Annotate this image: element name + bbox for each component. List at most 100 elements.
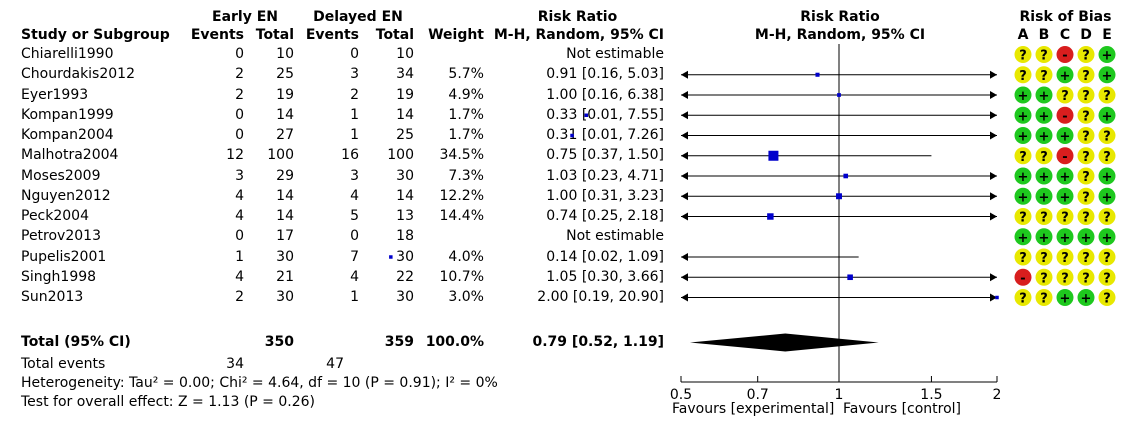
- total1-cell: 14: [276, 106, 294, 123]
- rob-unclear-symbol: ?: [1082, 130, 1090, 145]
- rob-low-circle: [1077, 228, 1095, 246]
- events1-cell: 2: [235, 289, 244, 305]
- rob-low-circle: [1014, 86, 1032, 104]
- rr-method: M-H, Random, 95% CI: [493, 27, 664, 43]
- rob-unclear-symbol: ?: [1040, 211, 1048, 226]
- events1-cell: 1: [235, 248, 244, 265]
- rob-unclear-symbol: ?: [1019, 69, 1027, 84]
- rob-low-symbol: +: [1081, 231, 1092, 246]
- rob-unclear-circle: [1035, 147, 1053, 165]
- axis-right-label: Favours [control]: [843, 401, 962, 417]
- rob-unclear-symbol: ?: [1103, 130, 1111, 145]
- x-tick-label: 1: [835, 387, 844, 403]
- total2-cell: 100: [387, 147, 414, 164]
- events2-header: Events: [305, 27, 359, 43]
- rob-low-symbol: +: [1081, 292, 1092, 307]
- events1-cell: 0: [235, 106, 244, 123]
- rob-unclear-symbol: ?: [1061, 251, 1069, 266]
- rob-low-symbol: +: [1018, 190, 1029, 205]
- events1-cell: 0: [235, 127, 244, 143]
- group1-header: Early EN: [212, 9, 278, 25]
- group2-header: Delayed EN: [313, 9, 403, 25]
- point-estimate: [847, 274, 853, 281]
- rob-high-circle: [1056, 106, 1074, 124]
- total-events-label: Total events: [21, 356, 106, 372]
- total1-cell: 17: [276, 228, 294, 245]
- ci-cell: 1.00 [0.16, 6.38]: [546, 86, 664, 103]
- ci-arrow-left: [681, 131, 688, 140]
- overall-effect: Test for overall effect: Z = 1.13 (P = 0…: [21, 394, 315, 410]
- rob-low-circle: [1098, 228, 1116, 246]
- weight-cell: 14.4%: [439, 208, 484, 224]
- rob-unclear-circle: [1014, 147, 1032, 165]
- events1-cell: 2: [235, 86, 244, 103]
- plot-title: Risk Ratio: [800, 9, 880, 25]
- events2-cell: 0: [350, 46, 359, 62]
- rob-unclear-circle: [1014, 248, 1032, 266]
- rob-low-circle: [1056, 187, 1074, 205]
- ci-cell: Not estimable: [566, 228, 664, 245]
- total1-cell: 100: [267, 147, 294, 164]
- total2-cell: 10: [396, 46, 414, 62]
- ci-arrow-left: [681, 151, 688, 160]
- rob-unclear-symbol: ?: [1103, 251, 1111, 266]
- rob-unclear-symbol: ?: [1082, 69, 1090, 84]
- rob-unclear-circle: [1035, 289, 1053, 306]
- events2-cell: 4: [350, 268, 359, 285]
- rob-low-circle: [1056, 66, 1074, 84]
- total2-cell: 14: [396, 106, 414, 123]
- study-name: Petrov2013: [21, 228, 101, 245]
- ci-arrow-left: [681, 212, 688, 221]
- total2-cell: 19: [396, 86, 414, 103]
- rob-unclear-circle: [1098, 147, 1116, 165]
- events1-cell: 3: [235, 167, 244, 184]
- weight-cell: 4.0%: [448, 248, 484, 265]
- ci-arrow-left: [681, 70, 688, 79]
- rob-unclear-symbol: ?: [1019, 49, 1027, 64]
- rob-low-circle: [1014, 187, 1032, 205]
- rob-low-circle: [1014, 167, 1032, 185]
- events2-cell: 5: [350, 208, 359, 224]
- rob-low-circle: [1077, 289, 1095, 306]
- ci-arrow-left: [681, 273, 688, 282]
- rob-low-circle: [1056, 289, 1074, 306]
- rob-domain-letter: B: [1038, 27, 1050, 43]
- rob-low-symbol: +: [1039, 231, 1050, 246]
- rob-unclear-symbol: ?: [1082, 190, 1090, 205]
- events2-cell: 0: [350, 228, 359, 245]
- events2-cell: 7: [350, 248, 359, 265]
- x-tick-label: 1.5: [920, 387, 942, 403]
- rob-unclear-circle: [1056, 86, 1074, 104]
- plot-method: M-H, Random, 95% CI: [754, 27, 926, 43]
- total2-cell: 22: [396, 268, 414, 285]
- rob-unclear-symbol: ?: [1040, 150, 1048, 165]
- point-estimate: [767, 213, 774, 220]
- axis-left-label: Favours [experimental]: [672, 401, 835, 417]
- rob-low-symbol: +: [1039, 170, 1050, 185]
- point-estimate: [995, 295, 999, 300]
- rob-low-symbol: +: [1060, 170, 1071, 185]
- rob-unclear-symbol: ?: [1082, 150, 1090, 165]
- rob-low-symbol: +: [1102, 170, 1113, 185]
- rob-low-symbol: +: [1018, 89, 1029, 104]
- rob-unclear-circle: [1077, 147, 1095, 165]
- rob-unclear-circle: [1035, 268, 1053, 286]
- rob-unclear-circle: [1014, 289, 1032, 306]
- rob-low-circle: [1035, 167, 1053, 185]
- total1-cell: 14: [276, 187, 294, 204]
- ci-cell: 0.75 [0.37, 1.50]: [546, 147, 664, 164]
- rob-unclear-circle: [1035, 46, 1053, 63]
- events1-header: Events: [190, 27, 244, 43]
- rob-unclear-circle: [1035, 248, 1053, 266]
- point-estimate: [837, 93, 841, 97]
- rob-unclear-symbol: ?: [1019, 211, 1027, 226]
- rob-low-symbol: +: [1060, 130, 1071, 145]
- rob-unclear-circle: [1077, 66, 1095, 84]
- study-name: Sun2013: [21, 289, 84, 305]
- events1-cell: 0: [235, 46, 244, 62]
- ci-cell: 0.33 [0.01, 7.55]: [546, 106, 664, 123]
- study-name: Chourdakis2012: [21, 66, 135, 83]
- events2-cell: 2: [350, 86, 359, 103]
- point-estimate: [389, 255, 393, 259]
- events2-cell: 16: [341, 147, 359, 164]
